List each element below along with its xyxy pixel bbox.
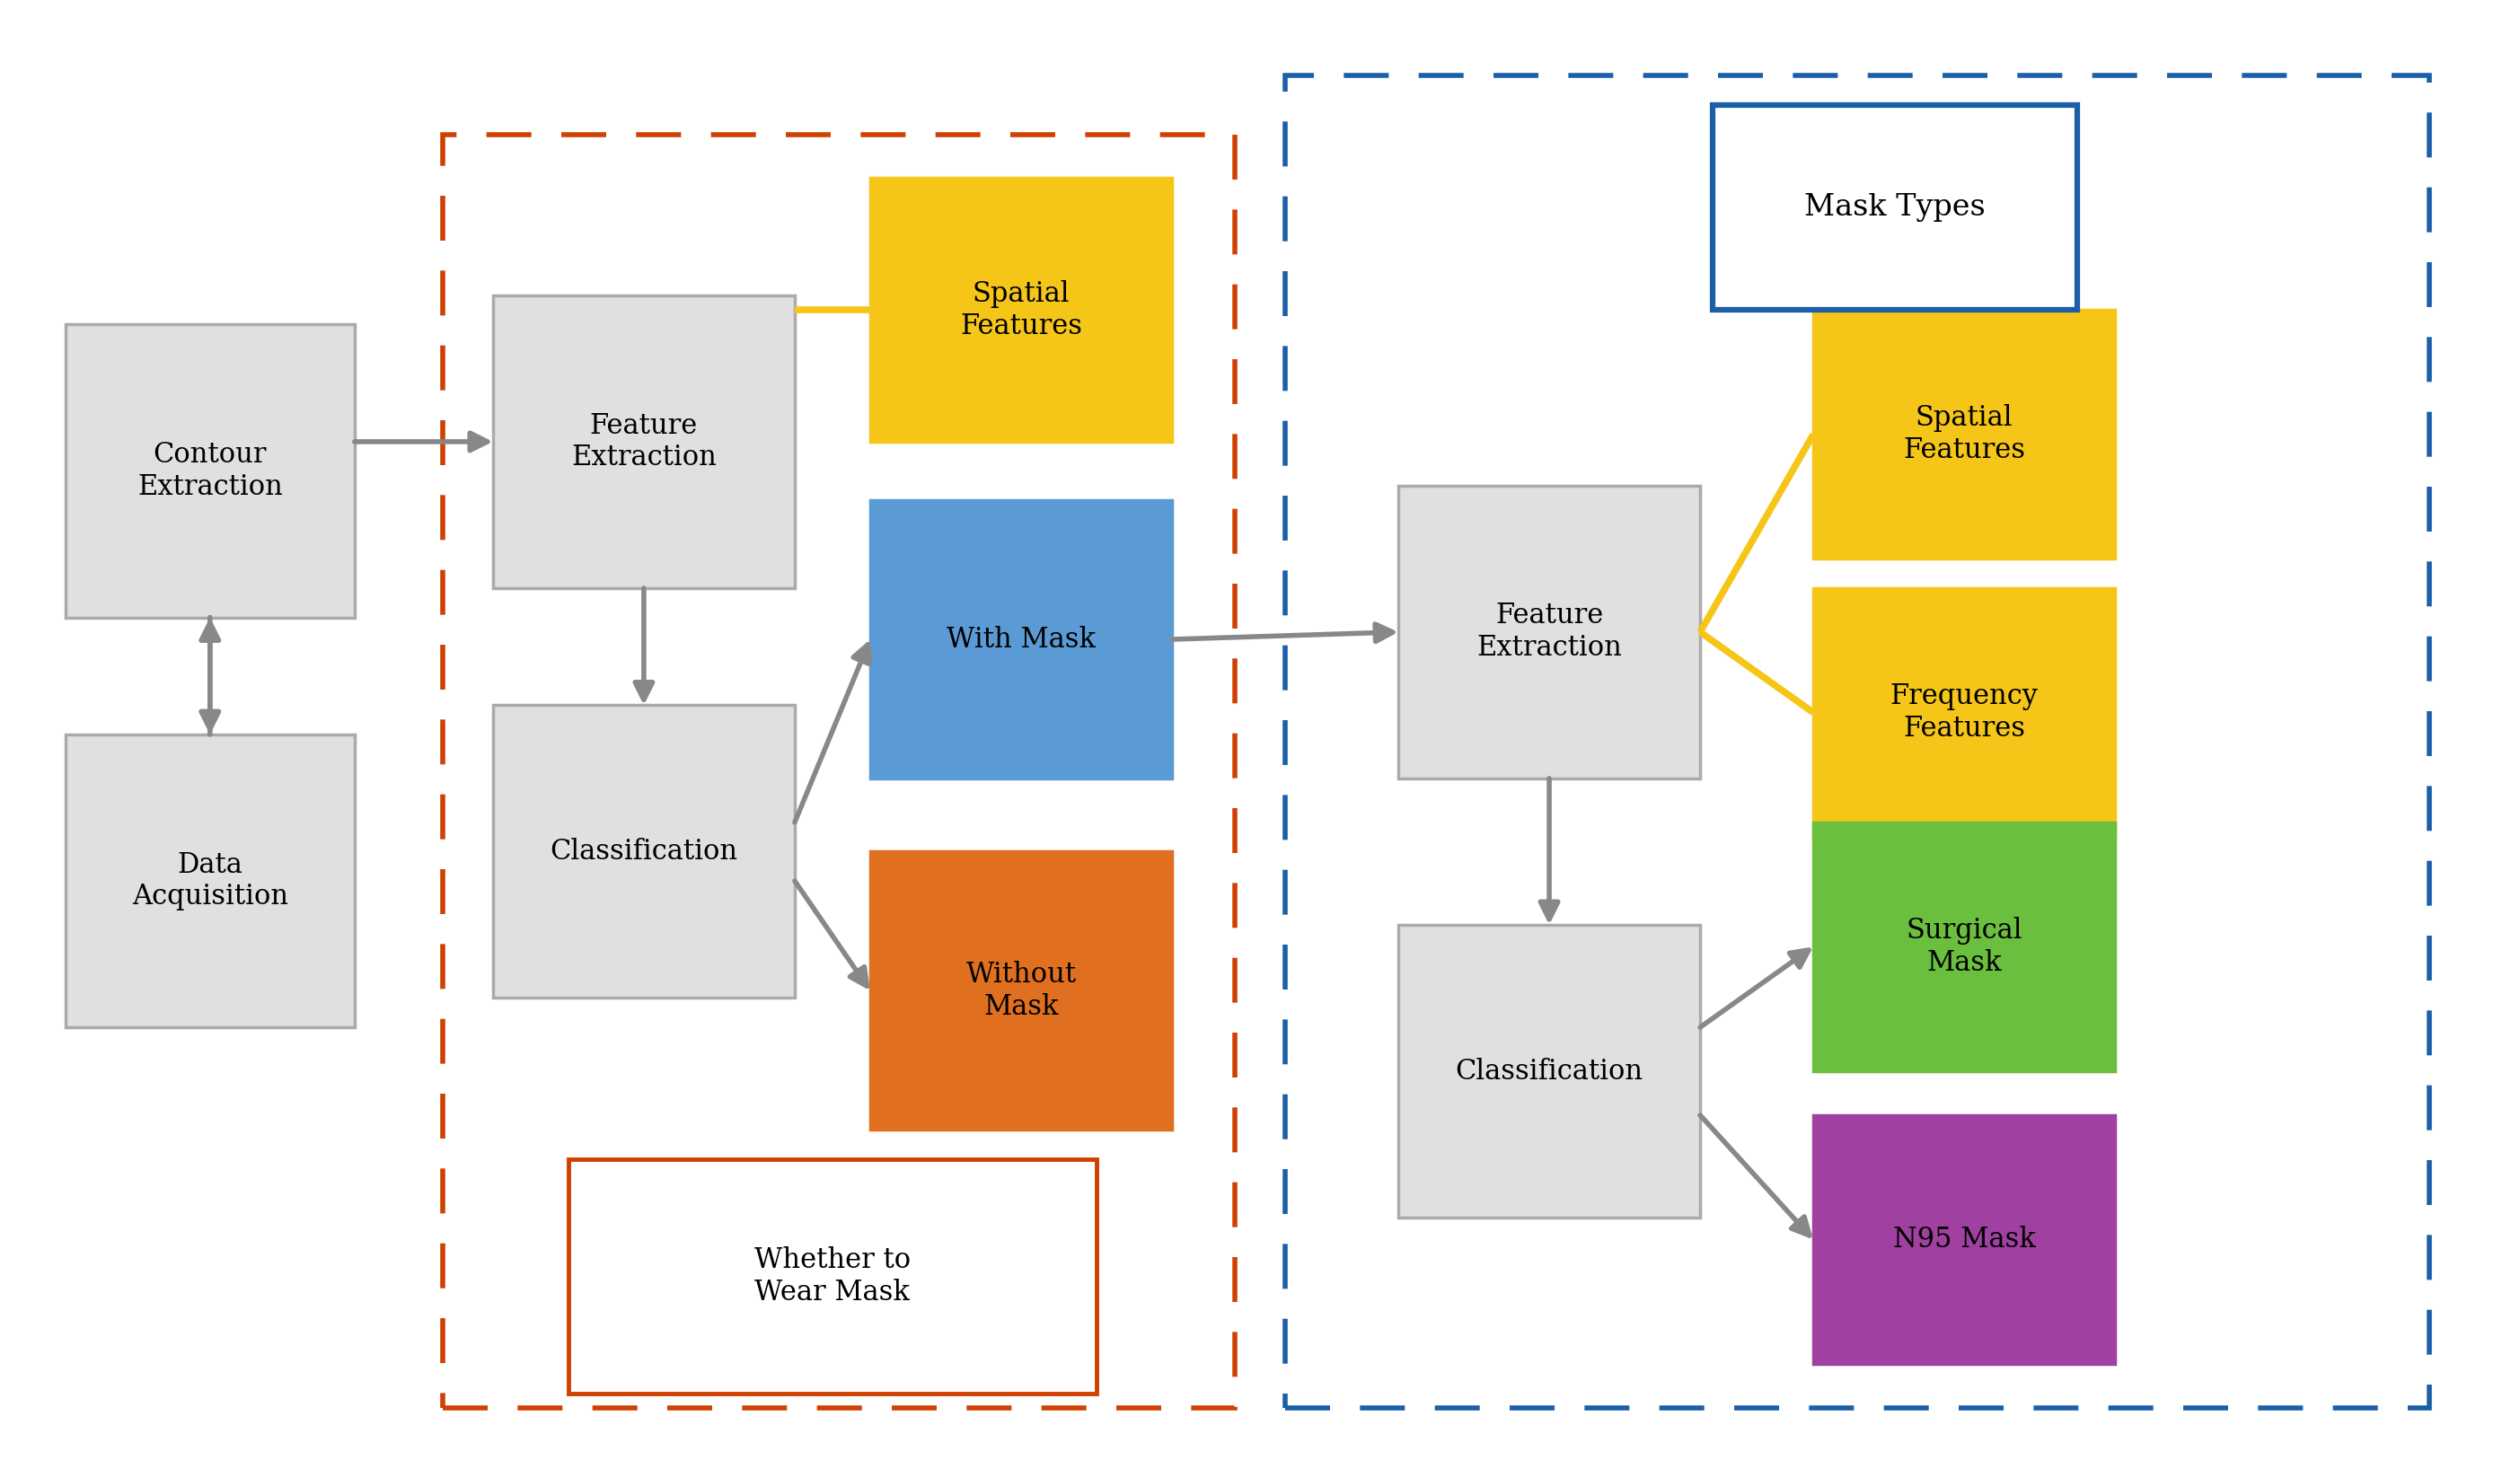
Text: Frequency
Features: Frequency Features (1890, 683, 2039, 742)
FancyBboxPatch shape (869, 501, 1172, 779)
Text: Spatial
Features: Spatial Features (1903, 404, 2026, 464)
Text: Contour
Extraction: Contour Extraction (136, 441, 282, 501)
FancyBboxPatch shape (494, 295, 794, 588)
FancyBboxPatch shape (869, 852, 1172, 1130)
Text: Classification: Classification (549, 837, 738, 865)
FancyBboxPatch shape (1814, 588, 2114, 837)
Text: Data
Acquisition: Data Acquisition (131, 851, 287, 911)
FancyBboxPatch shape (869, 178, 1172, 442)
FancyBboxPatch shape (1399, 925, 1701, 1218)
FancyBboxPatch shape (1814, 823, 2114, 1071)
Text: Without
Mask: Without Mask (965, 961, 1076, 1021)
Text: With Mask: With Mask (948, 626, 1096, 654)
FancyBboxPatch shape (1814, 310, 2114, 558)
FancyBboxPatch shape (66, 734, 355, 1027)
Text: Classification: Classification (1457, 1058, 1643, 1086)
Text: Surgical
Mask: Surgical Mask (1905, 917, 2024, 977)
FancyBboxPatch shape (1814, 1115, 2114, 1365)
Text: Whether to
Wear Mask: Whether to Wear Mask (753, 1246, 910, 1306)
Text: Feature
Extraction: Feature Extraction (572, 411, 716, 472)
Text: N95 Mask: N95 Mask (1893, 1225, 2036, 1253)
FancyBboxPatch shape (494, 705, 794, 997)
Text: Spatial
Features: Spatial Features (960, 281, 1081, 339)
FancyBboxPatch shape (66, 325, 355, 617)
Text: Mask Types: Mask Types (1804, 192, 1986, 222)
Text: Feature
Extraction: Feature Extraction (1477, 602, 1623, 663)
FancyBboxPatch shape (570, 1159, 1096, 1393)
FancyBboxPatch shape (1399, 486, 1701, 779)
FancyBboxPatch shape (1714, 104, 2076, 310)
